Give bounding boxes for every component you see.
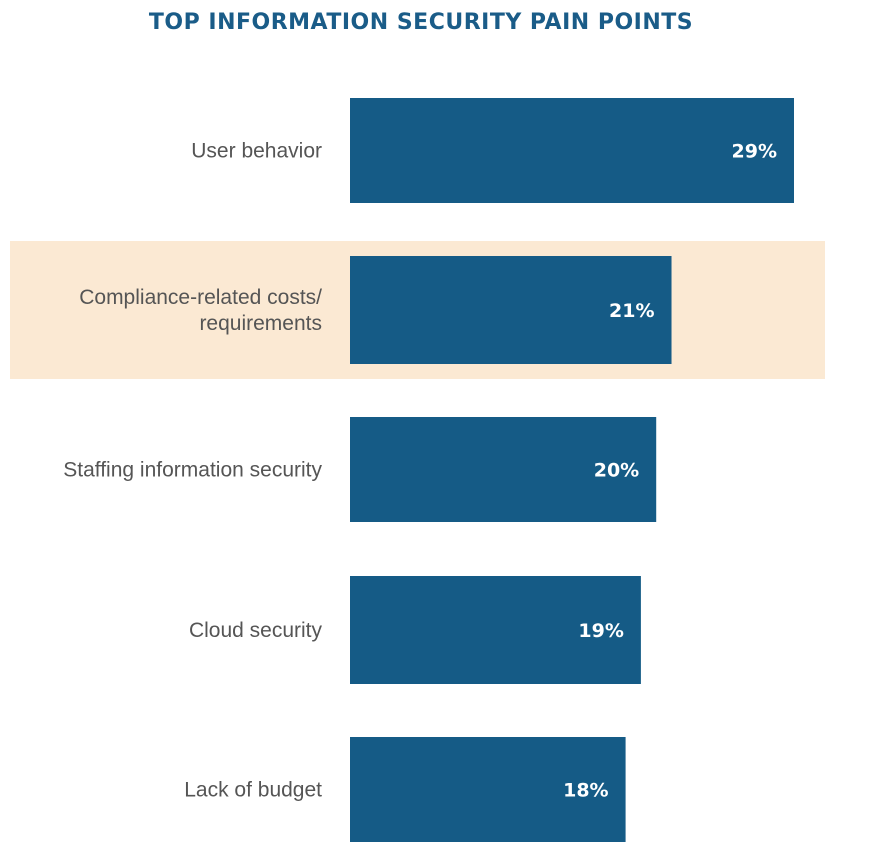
category-label: User behavior: [191, 140, 322, 163]
category-label: Compliance-related costs/requirements: [79, 286, 322, 335]
value-label: 19%: [578, 620, 623, 642]
bar: [350, 737, 626, 842]
category-label: Cloud security: [189, 619, 323, 642]
value-label: 21%: [609, 300, 654, 322]
value-label: 29%: [732, 141, 777, 163]
category-label: Lack of budget: [184, 779, 322, 802]
bar: [350, 98, 794, 203]
bar: [350, 576, 641, 684]
bar: [350, 256, 672, 364]
chart-title: TOP INFORMATION SECURITY PAIN POINTS: [148, 10, 694, 35]
bar: [350, 417, 657, 522]
value-label: 18%: [563, 780, 608, 802]
category-label: Staffing information security: [63, 459, 322, 482]
value-label: 20%: [594, 460, 639, 482]
